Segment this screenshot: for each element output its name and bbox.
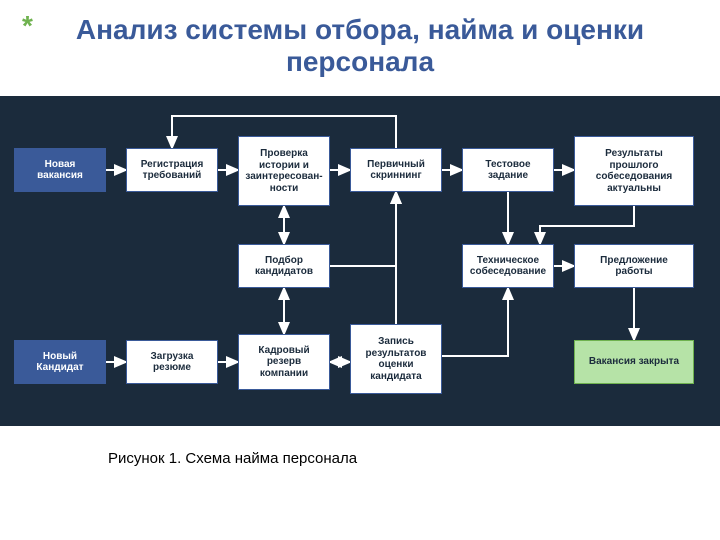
- node-vacancy: Новая вакансия: [14, 148, 106, 192]
- node-test: Тестовое задание: [462, 148, 554, 192]
- flowchart: Новая вакансия Регистрация требований Пров…: [0, 96, 720, 426]
- node-selection: Подбор кандидатов: [238, 244, 330, 288]
- node-results: Результаты прошлого собеседования актуал…: [574, 136, 694, 206]
- edge-selection-screening: [330, 192, 396, 266]
- node-screening: Первичный скриннинг: [350, 148, 442, 192]
- node-register: Регистрация требований: [126, 148, 218, 192]
- node-closed: Вакансия закрыта: [574, 340, 694, 384]
- node-candidate: Новый Кандидат: [14, 340, 106, 384]
- node-record: Запись результатов оценки кандидата: [350, 324, 442, 394]
- node-techint: Техническое собеседование: [462, 244, 554, 288]
- page: * Анализ системы отбора, найма и оценки …: [0, 0, 720, 540]
- node-reserve: Кадровый резерв компании: [238, 334, 330, 390]
- node-history: Проверка истории и заинтересован- ности: [238, 136, 330, 206]
- node-resume: Загрузка резюме: [126, 340, 218, 384]
- page-title: Анализ системы отбора, найма и оценки пе…: [0, 14, 720, 78]
- node-offer: Предложение работы: [574, 244, 694, 288]
- edge-results-techint: [540, 206, 634, 244]
- figure-caption: Рисунок 1. Схема найма персонала: [108, 450, 357, 467]
- edge-record-techint: [442, 288, 508, 356]
